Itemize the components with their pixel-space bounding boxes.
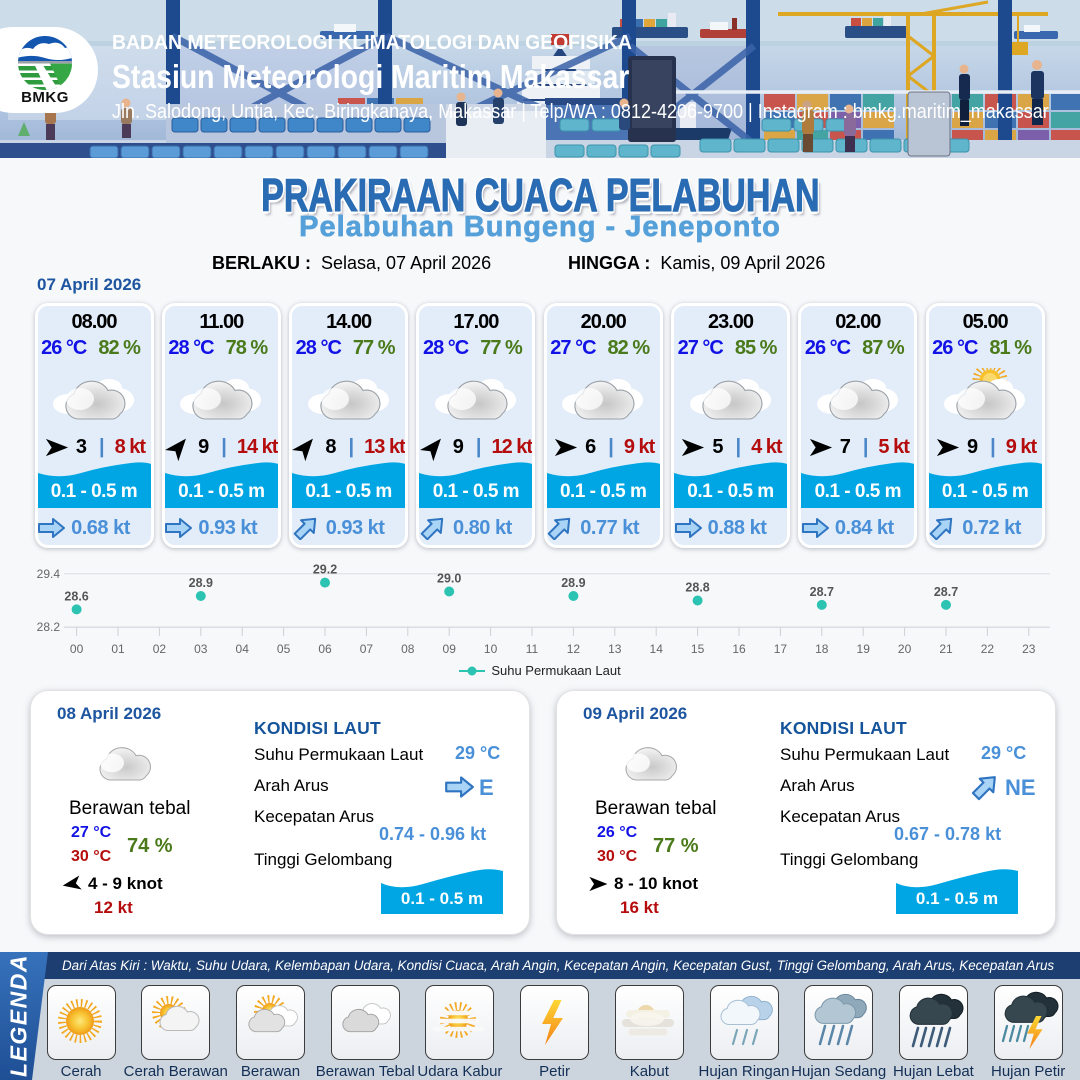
svg-text:07: 07 [360, 642, 374, 656]
svg-text:22: 22 [981, 642, 995, 656]
svg-text:28.7: 28.7 [810, 585, 834, 599]
svg-text:29.0: 29.0 [437, 572, 461, 586]
svg-text:28.8: 28.8 [685, 581, 709, 595]
svg-text:13: 13 [608, 642, 622, 656]
svg-text:28.9: 28.9 [189, 576, 213, 590]
svg-text:28.9: 28.9 [561, 576, 585, 590]
svg-text:08: 08 [401, 642, 415, 656]
svg-text:18: 18 [815, 642, 829, 656]
svg-text:17: 17 [774, 642, 788, 656]
svg-text:29.4: 29.4 [37, 567, 61, 581]
svg-text:11: 11 [526, 642, 539, 656]
svg-text:05: 05 [277, 642, 291, 656]
svg-text:12: 12 [567, 642, 581, 656]
svg-text:23: 23 [1022, 642, 1036, 656]
svg-text:21: 21 [939, 642, 953, 656]
svg-text:19: 19 [857, 642, 871, 656]
svg-text:04: 04 [236, 642, 250, 656]
svg-text:06: 06 [318, 642, 332, 656]
svg-text:02: 02 [153, 642, 167, 656]
svg-text:29.2: 29.2 [313, 563, 337, 577]
svg-text:14: 14 [650, 642, 664, 656]
svg-text:28.6: 28.6 [64, 589, 88, 603]
svg-text:28.7: 28.7 [934, 585, 958, 599]
svg-text:10: 10 [484, 642, 498, 656]
svg-text:28.2: 28.2 [37, 620, 61, 634]
svg-text:16: 16 [732, 642, 746, 656]
svg-text:09: 09 [443, 642, 457, 656]
svg-text:01: 01 [111, 642, 125, 656]
svg-text:15: 15 [691, 642, 705, 656]
svg-text:20: 20 [898, 642, 912, 656]
svg-text:00: 00 [70, 642, 84, 656]
svg-text:03: 03 [194, 642, 208, 656]
